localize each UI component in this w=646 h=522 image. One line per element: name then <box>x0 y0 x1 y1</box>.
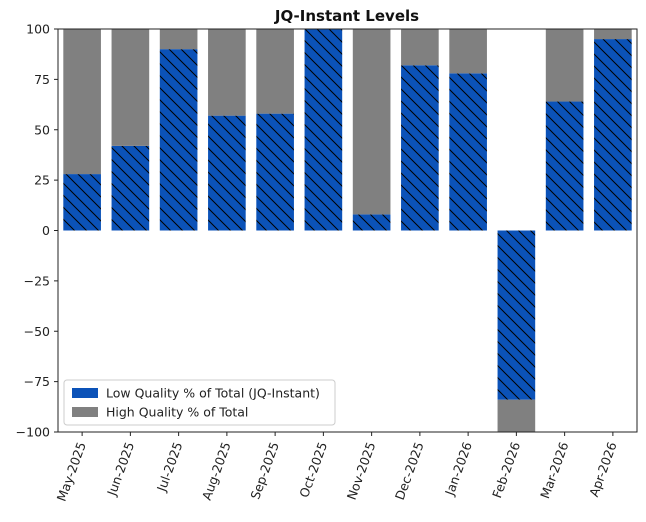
bar-high-May-2025 <box>63 29 101 175</box>
axes-layer: 100 75 50 25 0 −25 −50 −75 −100 May-2025 Jun-2025 J… <box>16 22 638 503</box>
x-tick-label: Jul-2025 <box>153 440 185 494</box>
x-tick-label: Feb-2026 <box>489 440 523 500</box>
y-tick-label: −25 <box>24 273 50 288</box>
legend-box <box>63 379 336 426</box>
bar-high-Jun-2025 <box>111 29 150 146</box>
x-tick-label: Mar-2026 <box>537 440 571 501</box>
y-tick-label: −75 <box>24 374 50 389</box>
legend-label: Low Quality % of Total (JQ-Instant) <box>106 386 320 401</box>
bar-high-Sep-2025 <box>256 29 294 114</box>
bar-high-Dec-2025 <box>401 29 439 66</box>
bar-low-Feb-2026 <box>497 230 536 400</box>
x-tick-label: Jan-2026 <box>441 440 474 498</box>
bar-high-Apr-2026 <box>594 29 632 40</box>
x-tick-label: Oct-2025 <box>296 440 330 500</box>
bar-high-Jan-2026 <box>449 29 487 74</box>
bar-high-Feb-2026 <box>497 399 536 432</box>
x-tick-label: Dec-2025 <box>392 440 427 502</box>
bar-high-Aug-2025 <box>208 29 246 116</box>
legend-swatch <box>72 407 98 417</box>
chart-title: JQ-Instant Levels <box>274 7 419 25</box>
y-tick-label: 25 <box>34 173 50 188</box>
legend-swatch <box>72 388 98 398</box>
legend: Low Quality % of Total (JQ-Instant) High … <box>63 379 336 426</box>
x-tick-label: Jun-2025 <box>104 440 138 499</box>
bar-low-May-2025 <box>63 174 101 231</box>
bars-layer <box>63 29 632 432</box>
y-tick-label: −100 <box>16 425 50 440</box>
bar-low-Dec-2025 <box>401 65 439 231</box>
bar-low-Jan-2026 <box>449 73 487 231</box>
bar-high-Jul-2025 <box>159 29 198 50</box>
y-tick-label: 100 <box>26 22 50 37</box>
bar-low-Jun-2025 <box>111 145 150 231</box>
bar-high-Mar-2026 <box>545 29 584 102</box>
x-tick-label: Nov-2025 <box>344 440 379 502</box>
y-tick-label: −50 <box>24 324 50 339</box>
y-tick-label: 75 <box>34 72 50 87</box>
bar-low-Nov-2025 <box>352 214 391 231</box>
bar-low-Oct-2025 <box>304 29 343 231</box>
legend-label: High Quality % of Total <box>106 405 248 420</box>
x-tick-label: May-2025 <box>54 440 89 503</box>
x-tick-label: Aug-2025 <box>199 440 234 502</box>
bar-low-Apr-2026 <box>594 39 632 231</box>
bar-low-Sep-2025 <box>256 113 294 231</box>
bar-low-Mar-2026 <box>545 101 584 231</box>
y-tick-label: 0 <box>42 223 50 238</box>
bar-high-Nov-2025 <box>352 29 391 215</box>
x-tick-label: Apr-2026 <box>586 440 620 499</box>
bar-low-Aug-2025 <box>208 115 246 231</box>
bar-low-Jul-2025 <box>159 49 198 231</box>
x-tick-label: Sep-2025 <box>247 440 282 501</box>
y-tick-label: 50 <box>34 122 50 137</box>
